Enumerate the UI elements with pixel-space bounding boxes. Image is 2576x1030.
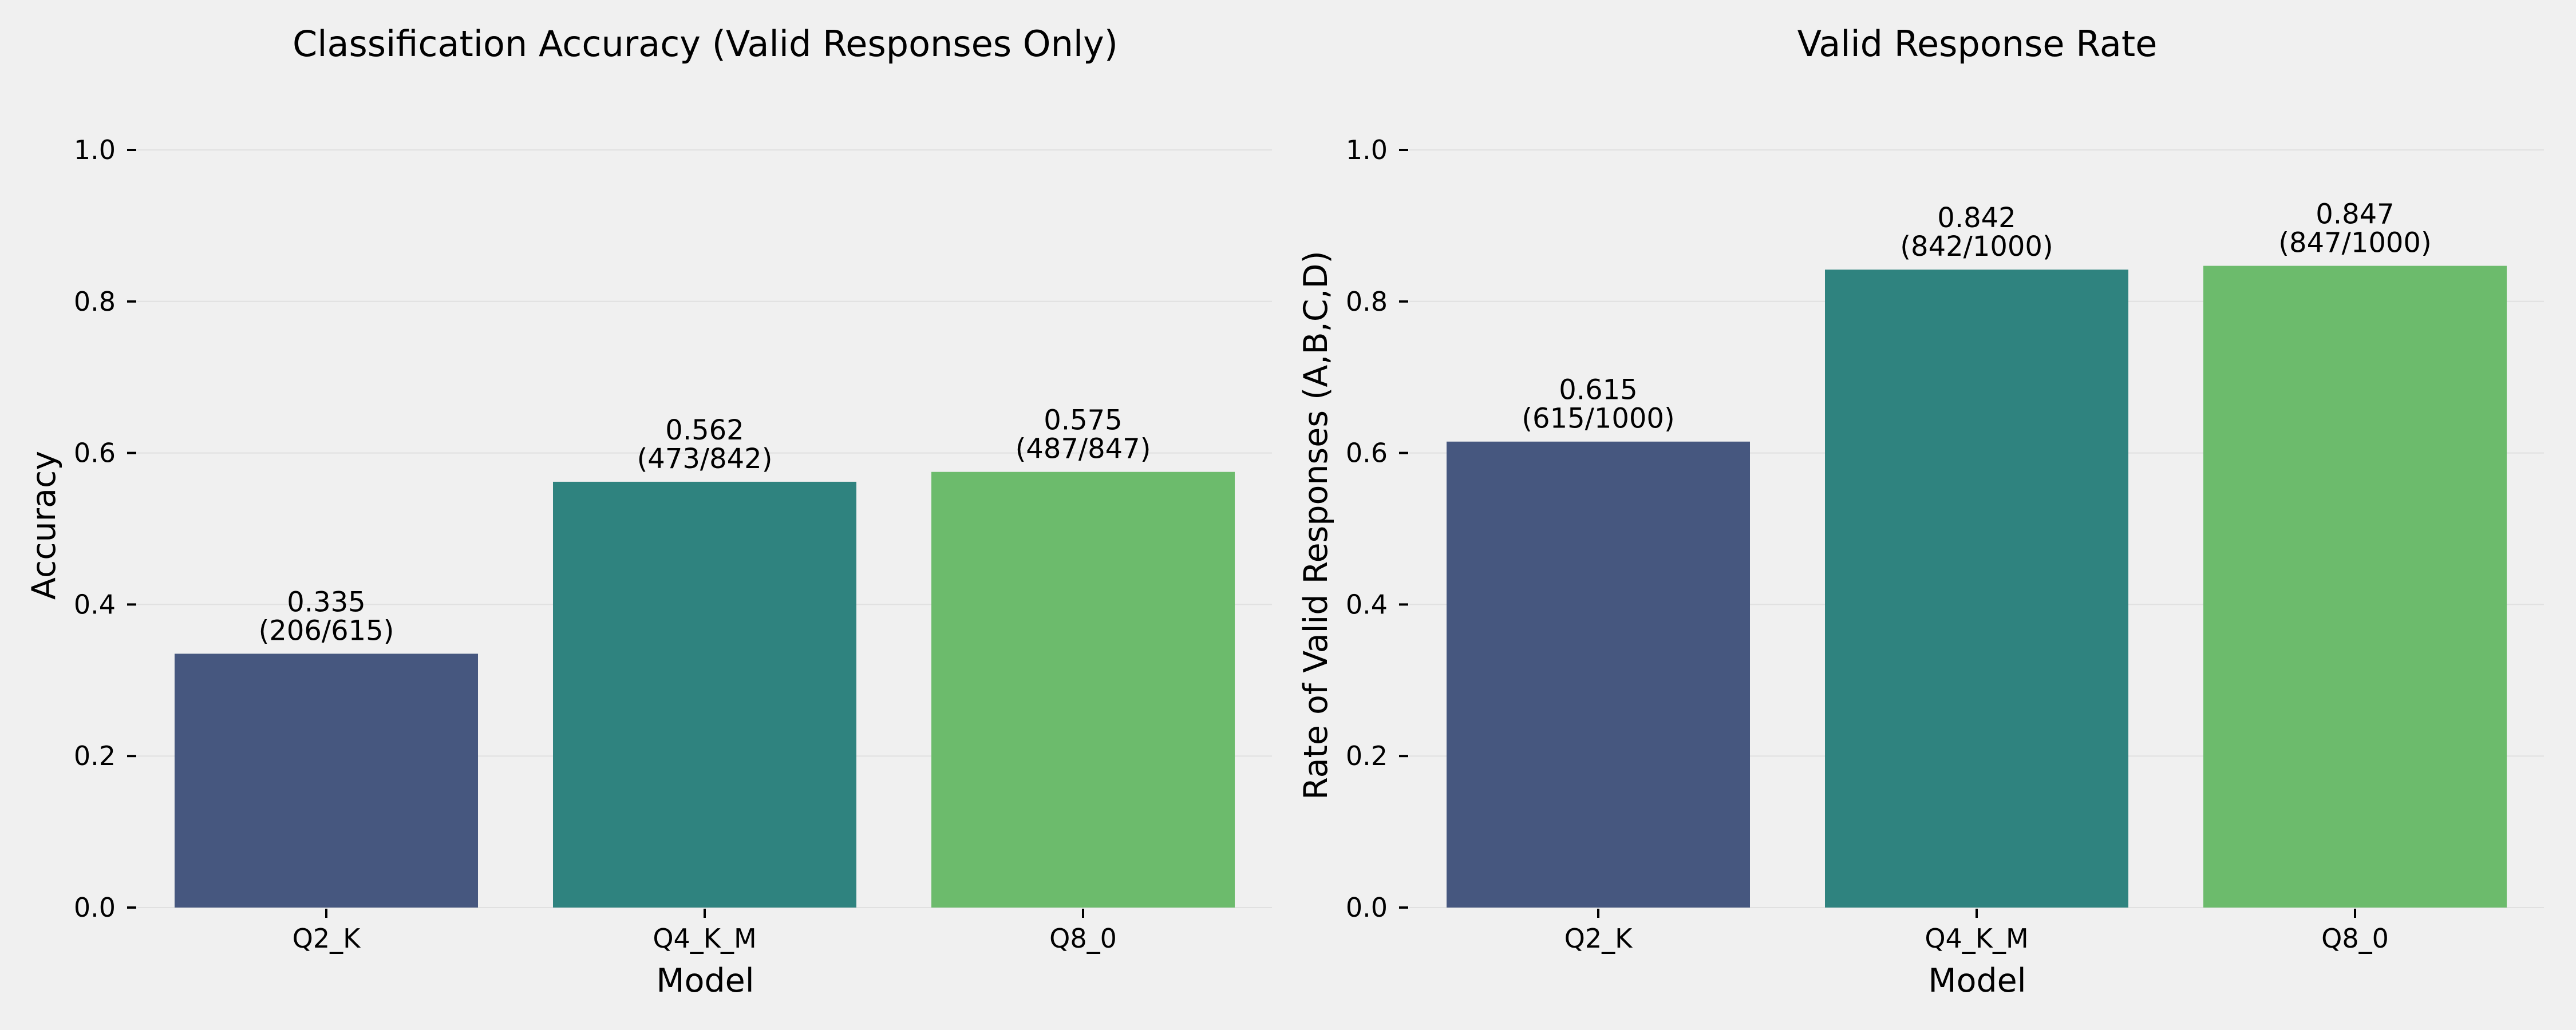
valid-rate-chart-x-axis-label: Model bbox=[1928, 962, 2026, 1000]
valid-rate-chart-ticks: 0.0 0.2 0.4 0.6 0.8 1.0 Q2_K Q4_K_M Q8_0 bbox=[1346, 134, 2389, 954]
bar-value-label: 0.615 bbox=[1559, 374, 1637, 406]
x-tick-label: Q2_K bbox=[1564, 923, 1633, 954]
accuracy-chart-ticks: 0.0 0.2 0.4 0.6 0.8 1.0 Q2_K Q4_K_M Q8_0 bbox=[74, 134, 1117, 954]
bar-count-label: (473/842) bbox=[637, 443, 773, 475]
bar-count-label: (206/615) bbox=[259, 615, 394, 647]
y-tick-label: 0.4 bbox=[74, 589, 116, 620]
bar-value-label: 0.562 bbox=[665, 414, 744, 446]
valid-rate-chart-value-labels: 0.615(615/1000) 0.842(842/1000) 0.847(847/… bbox=[1522, 199, 2431, 435]
y-tick-label: 0.6 bbox=[74, 438, 116, 469]
accuracy-chart-value-labels: 0.335(206/615) 0.562(473/842) 0.575(487/84… bbox=[259, 405, 1151, 647]
valid-rate-chart-bars bbox=[1447, 266, 2507, 908]
x-tick-label: Q4_K_M bbox=[1925, 923, 2028, 954]
x-tick-label: Q4_K_M bbox=[653, 923, 756, 954]
y-tick-label: 1.0 bbox=[74, 134, 116, 165]
bar-value-label: 0.575 bbox=[1044, 405, 1122, 437]
bar-q4_k_m bbox=[553, 481, 856, 908]
x-tick-label: Q8_0 bbox=[2321, 923, 2389, 954]
x-tick-label: Q8_0 bbox=[1049, 923, 1117, 954]
y-tick-label: 0.8 bbox=[74, 286, 116, 317]
bar-q2_k bbox=[175, 653, 478, 908]
valid-rate-chart-panel: Valid Response Rate 0.615(615/1000) 0.842… bbox=[1297, 23, 2544, 1000]
accuracy-chart-x-axis-label: Model bbox=[656, 962, 754, 1000]
valid-rate-chart-y-axis-label: Rate of Valid Responses (A,B,C,D) bbox=[1297, 251, 1335, 800]
bar-q8_0 bbox=[2203, 266, 2507, 908]
bar-count-label: (847/1000) bbox=[2278, 227, 2431, 259]
bar-q4_k_m bbox=[1825, 270, 2128, 908]
y-tick-label: 0.6 bbox=[1346, 438, 1388, 469]
bar-count-label: (615/1000) bbox=[1522, 403, 1674, 435]
bar-q2_k bbox=[1447, 441, 1750, 908]
bar-value-label: 0.842 bbox=[1937, 202, 2016, 234]
y-tick-label: 0.0 bbox=[1346, 892, 1388, 923]
bar-q8_0 bbox=[931, 472, 1235, 908]
y-tick-label: 0.0 bbox=[74, 892, 116, 923]
accuracy-chart-y-axis-label: Accuracy bbox=[25, 451, 63, 600]
bar-count-label: (842/1000) bbox=[1900, 231, 2053, 263]
x-tick-label: Q2_K bbox=[293, 923, 361, 954]
y-tick-label: 0.2 bbox=[1346, 740, 1388, 771]
y-tick-label: 0.4 bbox=[1346, 589, 1388, 620]
y-tick-label: 0.8 bbox=[1346, 286, 1388, 317]
accuracy-chart-bars bbox=[175, 472, 1235, 908]
bar-count-label: (487/847) bbox=[1016, 433, 1151, 465]
bar-value-label: 0.847 bbox=[2316, 199, 2394, 231]
valid-rate-chart-title: Valid Response Rate bbox=[1797, 23, 2158, 65]
bar-value-label: 0.335 bbox=[287, 586, 365, 618]
accuracy-chart-panel: Classification Accuracy (Valid Responses… bbox=[25, 23, 1272, 1000]
y-tick-label: 0.2 bbox=[74, 740, 116, 771]
y-tick-label: 1.0 bbox=[1346, 134, 1388, 165]
accuracy-chart-title: Classification Accuracy (Valid Responses… bbox=[293, 23, 1118, 65]
